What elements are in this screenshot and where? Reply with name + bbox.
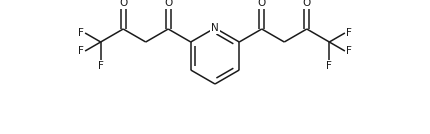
Text: F: F xyxy=(98,61,104,71)
Text: F: F xyxy=(78,46,84,56)
Text: F: F xyxy=(346,46,352,56)
Text: F: F xyxy=(346,28,352,38)
Text: N: N xyxy=(211,23,219,33)
Text: F: F xyxy=(78,28,84,38)
Text: O: O xyxy=(303,0,311,8)
Text: O: O xyxy=(258,0,266,8)
Text: O: O xyxy=(164,0,172,8)
Text: F: F xyxy=(326,61,332,71)
Text: O: O xyxy=(119,0,127,8)
